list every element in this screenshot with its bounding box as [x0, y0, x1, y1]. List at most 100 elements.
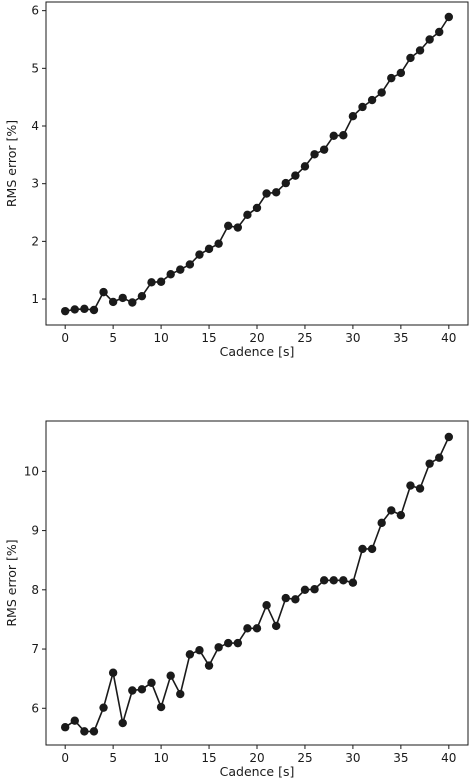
series-line: [64, 436, 450, 733]
data-point: [80, 727, 89, 736]
plot-frame: [45, 420, 469, 746]
data-point: [166, 671, 175, 680]
data-point: [243, 210, 252, 220]
data-point: [319, 576, 329, 585]
x-tick-label: 35: [393, 331, 408, 345]
y-axis-label: RMS error [%]: [4, 539, 19, 626]
data-point: [291, 595, 300, 604]
data-point: [195, 250, 204, 259]
data-point: [166, 270, 175, 279]
data-point: [271, 188, 281, 197]
data-point: [128, 298, 137, 307]
data-point: [60, 723, 70, 732]
data-point: [252, 624, 262, 633]
x-tick-label: 10: [153, 751, 168, 765]
data-point: [396, 510, 406, 520]
data-point: [348, 578, 358, 587]
data-point: [118, 718, 127, 728]
x-tick-label: 40: [441, 751, 456, 765]
data-point: [60, 306, 70, 316]
data-point: [137, 291, 147, 301]
x-tick-label: 35: [393, 751, 408, 765]
data-point: [367, 544, 377, 554]
x-tick-label: 15: [201, 751, 216, 765]
x-axis-label: Cadence [s]: [220, 764, 295, 779]
data-point: [185, 650, 195, 659]
data-point: [70, 716, 79, 725]
series-line: [65, 16, 450, 312]
data-point: [329, 131, 338, 141]
data-point: [214, 643, 223, 652]
y-tick-label: 9: [31, 524, 39, 538]
data-point: [396, 68, 406, 78]
data-point: [70, 305, 79, 314]
top-chart: 0 5 10 15 20 25 30 35 40 1 2 3 4 5 6 Cadence [s] RMS err…: [4, 1, 469, 359]
data-point: [387, 73, 396, 83]
data-point: [271, 621, 281, 631]
data-point: [89, 305, 99, 315]
data-point: [204, 661, 214, 670]
data-point: [137, 685, 147, 694]
x-tick-label: 25: [297, 331, 312, 345]
data-point: [233, 223, 243, 232]
data-point: [204, 244, 214, 254]
y-tick-label: 1: [31, 292, 39, 306]
x-tick-label: 5: [109, 331, 117, 345]
data-point: [415, 484, 425, 493]
data-point: [108, 668, 118, 677]
data-point: [425, 35, 434, 44]
data-point: [406, 53, 415, 63]
data-point: [281, 178, 290, 188]
data-point: [156, 277, 166, 286]
data-point: [444, 12, 454, 22]
data-point: [310, 150, 319, 159]
data-point: [310, 585, 319, 594]
y-tick-label: 2: [31, 234, 39, 248]
data-point: [252, 203, 262, 213]
data-point: [262, 189, 271, 198]
y-tick-label: 4: [31, 119, 39, 133]
y-tick-label: 6: [31, 4, 39, 18]
data-point: [262, 601, 271, 610]
data-point: [300, 162, 310, 171]
data-point: [339, 131, 348, 140]
x-tick-label: 10: [153, 331, 168, 345]
x-tick-label: 20: [249, 751, 264, 765]
data-point: [176, 265, 185, 274]
data-point: [128, 686, 137, 695]
y-tick-label: 6: [31, 701, 39, 715]
data-point: [367, 95, 377, 105]
data-point: [348, 112, 358, 121]
data-point: [233, 638, 243, 648]
x-tick-label: 25: [297, 751, 312, 765]
data-point: [387, 506, 396, 515]
data-point: [176, 689, 185, 699]
data-point: [444, 432, 454, 442]
x-tick-label: 0: [61, 331, 69, 345]
x-tick-label: 30: [345, 331, 360, 345]
x-tick-label: 0: [61, 751, 69, 765]
data-point: [425, 459, 434, 468]
data-point: [224, 221, 233, 230]
data-point: [415, 46, 425, 55]
data-point: [147, 678, 156, 688]
data-point: [377, 518, 386, 528]
y-tick-label: 3: [31, 177, 39, 191]
bottom-chart: 0 5 10 15 20 25 30 35 40 6 7 8 9 10 Cadence [s] RMS err…: [4, 420, 469, 779]
data-point: [147, 278, 156, 287]
data-point: [435, 453, 444, 462]
data-point: [108, 297, 118, 307]
data-point: [99, 703, 108, 712]
data-point: [319, 145, 329, 154]
data-point: [377, 88, 386, 97]
x-tick-label: 30: [345, 751, 360, 765]
data-point: [214, 239, 223, 248]
y-tick-label: 5: [31, 61, 39, 75]
y-axis-label: RMS error [%]: [4, 120, 19, 207]
data-point: [435, 27, 444, 37]
data-point: [243, 624, 252, 633]
data-point: [281, 593, 290, 603]
data-point: [89, 727, 99, 736]
y-tick-label: 10: [24, 464, 39, 478]
y-tick-label: 7: [31, 642, 39, 656]
